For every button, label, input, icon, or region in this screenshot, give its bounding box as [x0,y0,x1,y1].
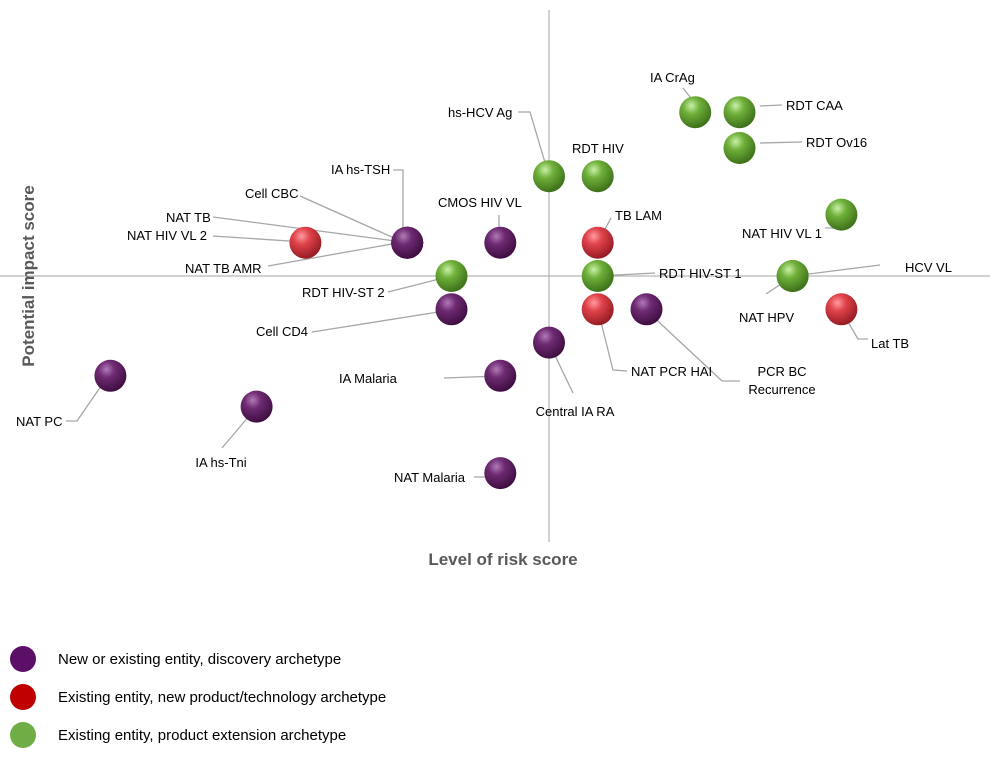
leader-lines [66,87,881,478]
leader-line-nat-hiv-vl-2 [212,235,305,243]
data-label-nat-pc: NAT PC [16,414,62,429]
data-label-hcv-vl: HCV VL [905,260,952,275]
leader-line-rdt-ov16 [759,141,803,144]
legend-item-discovery: New or existing entity, discovery archet… [10,640,386,678]
data-point-ia-hs-tni [240,390,273,423]
legend-swatch-red [10,684,36,710]
data-label-nat-hiv-vl-1: NAT HIV VL 1 [742,226,822,241]
data-label-ia-crag: IA CrAg [650,70,695,85]
data-label-nat-tb-amr: NAT TB AMR [185,261,262,276]
data-label-rdt-hiv-st-1: RDT HIV-ST 1 [659,266,742,281]
data-point-central-ia-ra [533,326,565,359]
legend-item-new-product: Existing entity, new product/technology … [10,678,386,716]
data-point-ia-crag [679,96,712,129]
legend: New or existing entity, discovery archet… [10,640,386,754]
data-label-central-ia-ra: Central IA RA [536,404,615,419]
data-label-tb-lam: TB LAM [615,208,662,223]
data-label-nat-tb: NAT TB [166,210,211,225]
data-label-rdt-hiv: RDT HIV [572,141,624,156]
data-labels: IA CrAg RDT CAA RDT Ov16 hs-HCV Ag RDT HIV NA… [16,70,952,485]
axes-layer [0,10,990,542]
leader-line-hs-hcv-ag [518,111,550,177]
data-point-rdt-ov16 [723,132,756,164]
data-label-rdt-ov16: RDT Ov16 [806,135,867,150]
data-point-pcr-bc-recurrence [630,293,663,326]
data-point-nat-malaria [484,457,517,490]
data-point-lat-tb [825,293,858,326]
legend-label-new-product: Existing entity, new product/technology … [58,688,387,706]
data-label-nat-hpv: NAT HPV [739,310,794,325]
data-point-nat-pc [94,359,127,392]
legend-item-extension: Existing entity, product extension arche… [10,716,386,754]
legend-swatch-purple [10,646,36,672]
legend-label-discovery: New or existing entity, discovery archet… [58,650,342,668]
data-label-rdt-hiv-st-2: RDT HIV-ST 2 [302,285,385,300]
legend-swatch-green [10,722,36,748]
leader-line-cell-cbc [299,195,404,243]
data-label-ia-hs-tsh: IA hs-TSH [331,162,390,177]
data-point-rdt-hiv [581,160,614,193]
data-point-nat-pcr-hai [581,293,614,326]
data-label-hs-hcv-ag: hs-HCV Ag [448,105,512,120]
data-point-tb-lam [581,226,614,259]
x-axis-title: Level of risk score [428,550,577,569]
leader-line-nat-tb-amr [267,241,404,267]
data-point-rdt-hiv-st-1 [581,260,614,292]
data-label-ia-malaria: IA Malaria [339,371,398,386]
data-point-rdt-hiv-st-2 [435,260,468,292]
leader-line-pcr-bc-recurrence [645,309,740,382]
data-points [94,96,858,490]
data-point-cmos-hiv-vl [484,226,517,259]
legend-label-extension: Existing entity, product extension arche… [58,726,347,744]
y-axis-title: Potential impact score [19,185,38,366]
data-point-hs-hcv-ag [533,160,565,193]
data-label-nat-hiv-vl-2: NAT HIV VL 2 [127,228,207,243]
data-label-lat-tb: Lat TB [871,336,909,351]
leader-line-nat-pc [66,375,109,422]
data-label-cell-cd4: Cell CD4 [256,324,308,339]
data-label-pcr-bc-recurrence: PCR BC Recurrence [748,364,815,397]
data-point-nat-tb-amr [391,226,424,259]
leader-line-ia-hs-tsh [393,169,404,242]
data-label-cell-cbc: Cell CBC [245,186,298,201]
data-label-ia-hs-tni: IA hs-Tni [195,455,246,470]
data-point-nat-hpv [776,260,809,292]
data-point-nat-hiv-vl-1 [825,198,858,231]
data-point-rdt-caa [723,96,756,129]
data-label-nat-malaria: NAT Malaria [394,470,466,485]
scatter-chart: IA CrAg RDT CAA RDT Ov16 hs-HCV Ag RDT HIV NA… [0,10,990,569]
data-point-cell-cd4 [435,293,468,326]
leader-line-rdt-caa [759,104,783,107]
leader-line-cell-cd4 [311,309,452,333]
leader-line-nat-pcr-hai [597,309,628,372]
data-label-rdt-caa: RDT CAA [786,98,843,113]
data-point-nat-hiv-vl-2 [289,226,322,259]
data-label-cmos-hiv-vl: CMOS HIV VL [438,195,522,210]
data-label-nat-pcr-hai: NAT PCR HAI [631,364,712,379]
data-point-ia-malaria [484,359,517,392]
